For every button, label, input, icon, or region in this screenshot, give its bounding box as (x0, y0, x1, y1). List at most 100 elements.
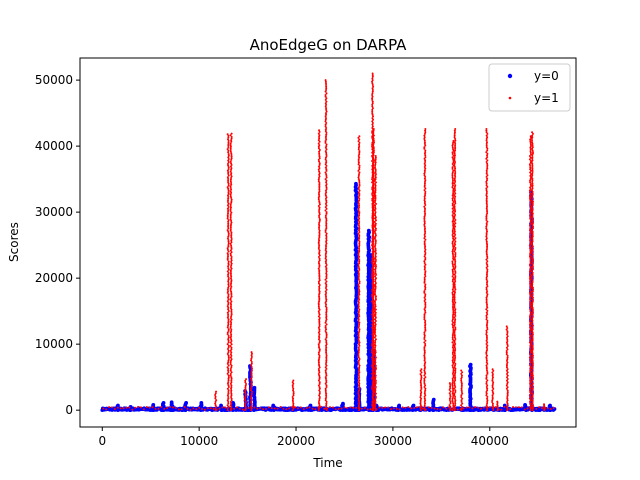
data-point (250, 394, 253, 397)
data-point (227, 149, 230, 152)
data-point (423, 189, 426, 192)
data-point (292, 391, 295, 394)
data-point (460, 387, 463, 390)
data-point (373, 245, 376, 248)
data-point (423, 290, 426, 293)
data-point (358, 384, 361, 387)
data-point (491, 394, 494, 397)
data-point (373, 336, 376, 339)
data-point (453, 387, 456, 390)
data-point (318, 269, 321, 272)
data-point (451, 336, 454, 339)
data-point (531, 377, 534, 380)
data-point (372, 235, 375, 238)
data-point (531, 202, 534, 205)
data-point (230, 234, 233, 237)
data-point (324, 382, 327, 385)
data-point (357, 351, 360, 354)
data-point (230, 397, 233, 400)
data-point (531, 333, 534, 336)
data-point (325, 110, 328, 113)
data-point (357, 178, 360, 181)
data-point (311, 407, 314, 410)
data-point (460, 386, 463, 389)
data-point (451, 397, 454, 400)
data-point (230, 328, 233, 331)
data-point (451, 176, 454, 179)
data-point (358, 328, 361, 331)
data-point (423, 397, 426, 400)
data-point (230, 343, 233, 346)
legend-label-y1: y=1 (534, 91, 559, 105)
data-point (227, 265, 230, 268)
data-point (230, 163, 233, 166)
data-point (226, 214, 229, 217)
data-point (230, 173, 232, 176)
data-point (226, 207, 229, 210)
data-point (546, 407, 549, 410)
data-point (454, 379, 457, 382)
data-point (372, 387, 375, 390)
data-point (453, 290, 456, 293)
data-point (292, 389, 295, 392)
data-point (531, 339, 534, 342)
data-point (453, 394, 456, 397)
data-point (423, 265, 426, 268)
data-point (325, 113, 328, 116)
data-point (230, 340, 233, 343)
data-point (528, 155, 531, 158)
data-point (371, 90, 374, 93)
data-point (371, 103, 374, 106)
data-point (374, 391, 377, 394)
data-point (324, 95, 327, 98)
data-point (451, 162, 454, 165)
data-point (451, 202, 454, 205)
data-point (451, 242, 454, 245)
x-tick-label: 40000 (471, 434, 509, 448)
data-point (461, 371, 464, 374)
data-point (357, 333, 360, 336)
data-point (451, 207, 454, 210)
data-point (453, 407, 456, 410)
data-point (372, 311, 375, 314)
data-point (528, 197, 531, 200)
data-point (357, 334, 360, 337)
data-point (453, 232, 456, 235)
data-point (358, 141, 361, 144)
data-point (485, 250, 488, 253)
data-point (357, 353, 360, 356)
data-point (372, 271, 375, 274)
data-point (372, 147, 375, 150)
data-point (371, 98, 374, 101)
data-point (531, 230, 534, 233)
data-point (454, 266, 457, 269)
data-point (454, 390, 457, 393)
data-point (453, 268, 456, 271)
data-point (325, 173, 328, 176)
data-point (230, 379, 233, 382)
data-point (318, 170, 321, 173)
data-point (372, 223, 375, 226)
data-point (424, 285, 427, 288)
data-point (357, 209, 360, 212)
data-point (358, 321, 361, 324)
data-point (318, 257, 321, 260)
data-point (358, 298, 361, 301)
data-point (324, 321, 327, 324)
data-point (325, 199, 328, 202)
data-point (358, 293, 361, 296)
data-point (371, 386, 374, 389)
data-point (229, 142, 232, 145)
data-point (325, 186, 328, 189)
data-point (423, 402, 426, 405)
data-point (424, 303, 427, 306)
data-point (419, 409, 422, 412)
data-point (531, 268, 534, 271)
data-point (528, 277, 531, 280)
data-point (423, 296, 426, 299)
data-point (453, 319, 456, 322)
data-point (374, 303, 377, 306)
data-point (486, 268, 489, 271)
data-point (325, 179, 328, 182)
data-point (486, 149, 489, 152)
